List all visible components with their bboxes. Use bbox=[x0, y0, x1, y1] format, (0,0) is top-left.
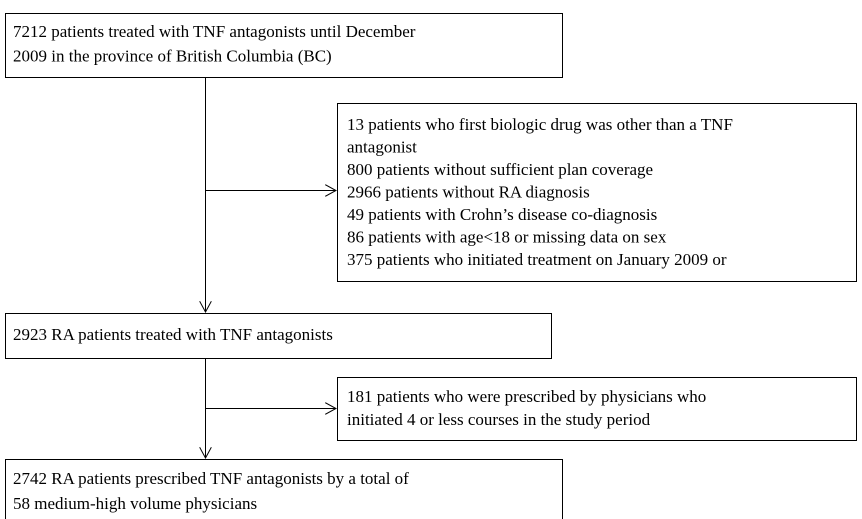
texts: 7212 patients treated with TNF antagonis… bbox=[13, 22, 733, 513]
node-text: 13 patients who first biologic drug was … bbox=[347, 115, 733, 134]
box bbox=[5, 459, 563, 519]
box bbox=[5, 313, 552, 359]
node-text: 86 patients with age<18 or missing data … bbox=[347, 227, 667, 246]
node-text: antagonist bbox=[347, 137, 417, 156]
node-text: 49 patients with Crohn’s disease co-diag… bbox=[347, 205, 657, 224]
node-text: 181 patients who were prescribed by phys… bbox=[347, 387, 706, 406]
node-text: 7212 patients treated with TNF antagonis… bbox=[13, 22, 416, 41]
node-text: 2966 patients without RA diagnosis bbox=[347, 182, 590, 201]
node-text: 2009 in the province of British Columbia… bbox=[13, 46, 332, 65]
box bbox=[5, 13, 563, 78]
exclusion-box bbox=[337, 377, 857, 441]
exclusion-box bbox=[337, 103, 857, 282]
node-text: 2923 RA patients treated with TNF antago… bbox=[13, 325, 333, 344]
node-text: 800 patients without sufficient plan cov… bbox=[347, 160, 653, 179]
node-text: initiated 4 or less courses in the study… bbox=[347, 410, 651, 429]
node-text: 58 medium-high volume physicians bbox=[13, 494, 257, 513]
node-text: 2742 RA patients prescribed TNF antagoni… bbox=[13, 469, 409, 488]
node-text: 375 patients who initiated treatment on … bbox=[347, 250, 727, 269]
